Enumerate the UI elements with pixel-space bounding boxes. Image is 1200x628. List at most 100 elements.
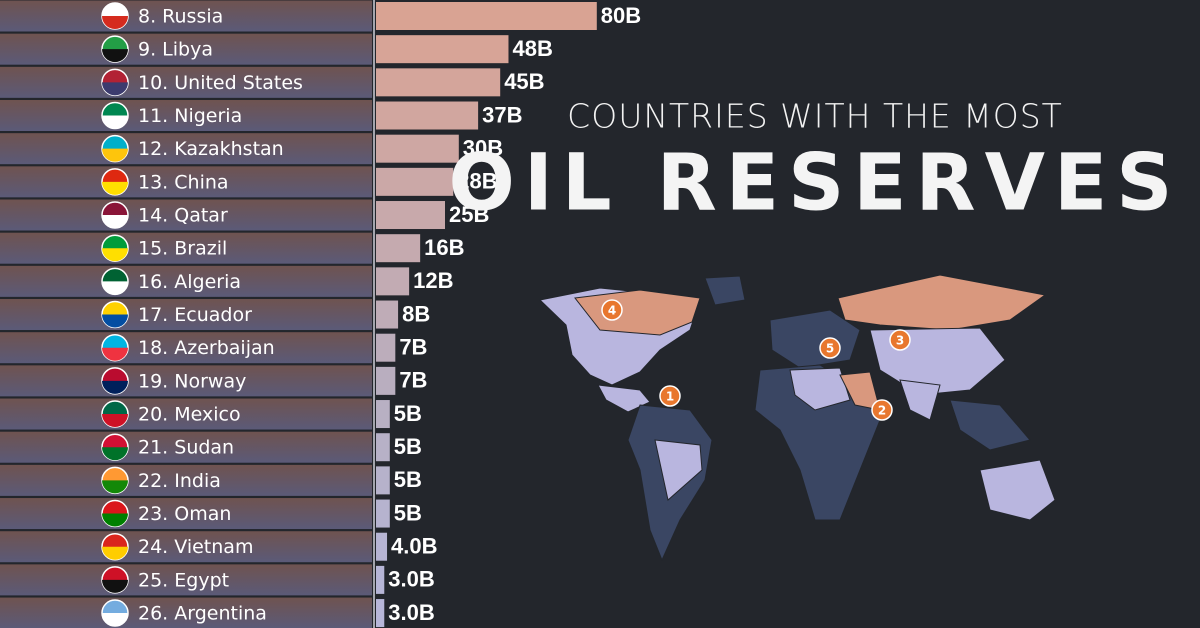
category-label: 26. Argentina: [138, 603, 267, 625]
marker-label: 2: [878, 404, 886, 418]
marker: [819, 337, 841, 359]
marker: [871, 399, 893, 421]
label-panel: [0, 265, 372, 297]
category-label: 17. Ecuador: [138, 304, 252, 326]
label-panel: [0, 133, 372, 165]
bar: [376, 366, 396, 395]
category-label: 24. Vietnam: [138, 536, 253, 558]
value-label: 28B: [457, 169, 497, 194]
marker: [889, 329, 911, 351]
value-label: 7B: [399, 368, 427, 393]
value-label: 48B: [512, 36, 552, 61]
category-label: 12. Kazakhstan: [138, 138, 284, 160]
flag-band: [102, 215, 128, 229]
value-label: 12B: [413, 268, 453, 293]
bar: [376, 35, 509, 64]
bar: [376, 68, 501, 97]
bar: [376, 167, 454, 196]
bar: [376, 599, 385, 628]
category-label: 16. Algeria: [138, 271, 241, 293]
value-label: 5B: [394, 500, 422, 525]
value-label: 3.0B: [388, 600, 434, 625]
bar: [376, 101, 479, 130]
flag-band: [102, 613, 128, 627]
chart-subtitle: COUNTRIES WITH THE MOST: [567, 97, 1063, 136]
flag-band: [102, 16, 128, 29]
value-label: 37B: [482, 102, 522, 127]
bar: [376, 400, 390, 429]
flag-band: [102, 546, 128, 560]
bar: [376, 499, 390, 528]
bar: [376, 234, 421, 263]
map-markers: 1 2 3 4 5: [601, 299, 911, 421]
flag-band: [102, 115, 128, 129]
category-label: 21. Sudan: [138, 437, 234, 459]
flag-band: [102, 49, 128, 63]
category-label: 19. Norway: [138, 370, 246, 392]
value-label: 30B: [463, 135, 503, 160]
label-panel: [0, 166, 372, 198]
flag-band: [102, 414, 128, 428]
label-panel: [0, 398, 372, 430]
label-panel: [0, 597, 372, 628]
value-label: 8B: [402, 301, 430, 326]
value-label: 25B: [449, 202, 489, 227]
label-panel: [0, 0, 372, 32]
flag-band: [102, 347, 128, 361]
category-label: 20. Mexico: [138, 404, 241, 426]
world-map: [538, 274, 1056, 562]
marker: [659, 385, 681, 407]
flag-band: [102, 314, 128, 328]
flag-band: [102, 281, 128, 295]
category-label: 25. Egypt: [138, 569, 229, 591]
value-label: 16B: [424, 235, 464, 260]
label-panel: [0, 564, 372, 596]
bar: [376, 300, 399, 329]
marker-label: 4: [608, 304, 616, 318]
label-panel: [0, 531, 372, 563]
label-panel: [0, 299, 372, 331]
value-label: 5B: [394, 434, 422, 459]
category-label: 23. Oman: [138, 503, 231, 525]
label-panel: [0, 464, 372, 496]
category-label: 22. India: [138, 470, 221, 492]
category-label: 14. Qatar: [138, 205, 228, 227]
value-label: 3.0B: [388, 567, 434, 592]
label-panel: [0, 332, 372, 364]
marker-label: 3: [896, 334, 904, 348]
marker: [601, 299, 623, 321]
bar: [376, 201, 445, 230]
category-label: 8. Russia: [138, 6, 223, 28]
bar: [376, 2, 597, 30]
label-panel: [0, 365, 372, 397]
chart-title: OIL RESERVES: [449, 138, 1182, 228]
flag-band: [102, 248, 128, 262]
value-label: 45B: [504, 69, 544, 94]
flag-band: [102, 181, 128, 195]
bar: [376, 267, 410, 296]
value-label: 5B: [394, 467, 422, 492]
label-panel: [0, 66, 372, 98]
category-label: 10. United States: [138, 72, 303, 94]
label-panel: [0, 100, 372, 132]
value-label: 80B: [601, 3, 641, 28]
category-label: 11. Nigeria: [138, 105, 242, 127]
label-panel: [0, 232, 372, 264]
flag-band: [102, 579, 128, 593]
value-label: 7B: [399, 335, 427, 360]
bar: [376, 333, 396, 362]
label-panel: [0, 33, 372, 65]
category-label: 13. China: [138, 171, 229, 193]
value-label: 5B: [394, 401, 422, 426]
flag-band: [102, 480, 128, 494]
value-label: 4.0B: [391, 534, 437, 559]
label-panel: [0, 431, 372, 463]
flag-band: [102, 447, 128, 461]
flag-band: [102, 148, 128, 162]
bar: [376, 466, 390, 495]
label-panel: [0, 498, 372, 530]
bar: [376, 532, 388, 561]
category-label: 9. Libya: [138, 39, 213, 61]
